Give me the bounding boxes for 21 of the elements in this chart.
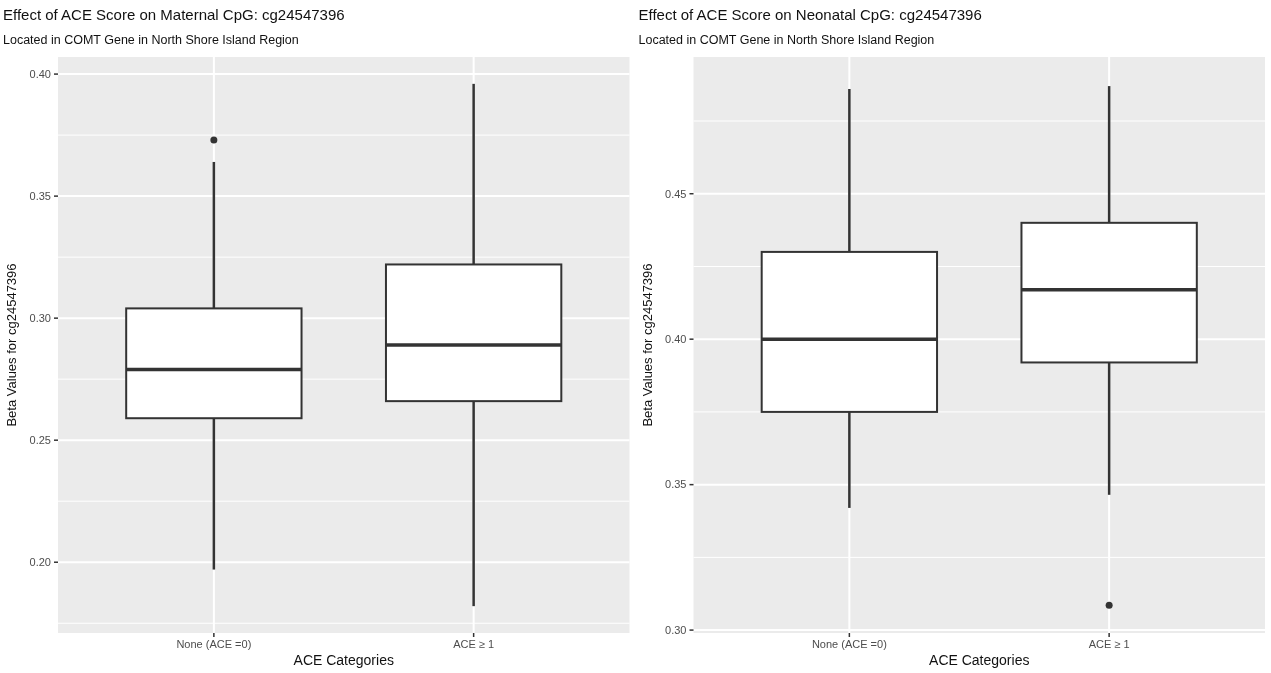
y-tick-label: 0.45 [665,187,687,200]
y-tick-label: 0.35 [29,189,51,202]
y-tick-label: 0.40 [665,333,687,346]
chart-subtitle: Located in COMT Gene in North Shore Island Region [3,33,299,47]
y-tick-label: 0.30 [665,623,687,636]
chart-title: Effect of ACE Score on Neonatal CpG: cg24547396 [638,6,982,23]
chart-subtitle: Located in COMT Gene in North Shore Island Region [638,33,935,47]
y-tick-label: 0.20 [29,556,51,569]
chart-title: Effect of ACE Score on Maternal CpG: cg24547396 [3,6,345,23]
x-tick-label: ACE ≥ 1 [1088,638,1130,650]
x-axis-title: ACE Categories [293,652,394,668]
y-tick-label: 0.40 [29,67,51,80]
y-axis-title: Beta Values for cg24547396 [639,263,655,427]
y-tick-label: 0.25 [29,434,51,447]
y-tick-label: 0.30 [29,312,51,324]
y-axis-title: Beta Values for cg24547396 [4,263,19,427]
x-axis-title: ACE Categories [929,652,1030,668]
x-tick-label: None (ACE =0) [176,638,252,650]
y-tick-label: 0.35 [665,478,687,491]
x-tick-label: ACE ≥ 1 [453,638,495,650]
x-tick-label: None (ACE =0) [811,638,887,650]
